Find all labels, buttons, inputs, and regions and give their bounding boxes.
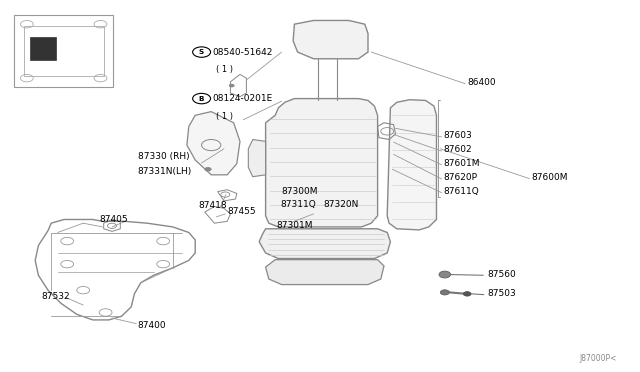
Circle shape bbox=[440, 290, 449, 295]
Text: 87331N(LH): 87331N(LH) bbox=[138, 167, 192, 176]
Bar bbox=[278, 187, 371, 215]
Text: 08124-0201E: 08124-0201E bbox=[212, 94, 273, 103]
Text: 87602: 87602 bbox=[444, 145, 472, 154]
Polygon shape bbox=[266, 99, 378, 227]
Text: S: S bbox=[199, 49, 204, 55]
Text: 87455: 87455 bbox=[228, 207, 257, 216]
Circle shape bbox=[229, 84, 234, 87]
Polygon shape bbox=[259, 229, 390, 259]
Text: 86400: 86400 bbox=[467, 78, 496, 87]
Text: 87300M: 87300M bbox=[282, 187, 318, 196]
Text: J87000P<: J87000P< bbox=[579, 355, 616, 363]
Text: 87560: 87560 bbox=[488, 270, 516, 279]
Circle shape bbox=[439, 271, 451, 278]
Text: 87418: 87418 bbox=[198, 201, 227, 210]
Text: 87603: 87603 bbox=[444, 131, 472, 140]
Text: ( 1 ): ( 1 ) bbox=[216, 112, 234, 121]
Text: 87311Q: 87311Q bbox=[280, 200, 316, 209]
Text: 87503: 87503 bbox=[488, 289, 516, 298]
Polygon shape bbox=[266, 260, 384, 285]
Text: 87405: 87405 bbox=[99, 215, 128, 224]
Polygon shape bbox=[293, 20, 368, 59]
Text: 87600M: 87600M bbox=[531, 173, 568, 182]
Text: B: B bbox=[199, 96, 204, 102]
Text: ( 1 ): ( 1 ) bbox=[216, 65, 234, 74]
Text: 87532: 87532 bbox=[42, 292, 70, 301]
Text: 08540-51642: 08540-51642 bbox=[212, 48, 273, 57]
Circle shape bbox=[463, 292, 471, 296]
Text: 87320N: 87320N bbox=[323, 200, 358, 209]
Circle shape bbox=[205, 167, 211, 171]
Text: 87330 (RH): 87330 (RH) bbox=[138, 152, 189, 161]
Text: 87620P: 87620P bbox=[444, 173, 477, 182]
Text: 87301M: 87301M bbox=[276, 221, 313, 230]
Polygon shape bbox=[187, 112, 240, 175]
Text: 87400: 87400 bbox=[138, 321, 166, 330]
Polygon shape bbox=[248, 140, 266, 177]
Text: 87611Q: 87611Q bbox=[444, 187, 479, 196]
Polygon shape bbox=[387, 100, 436, 230]
Bar bbox=[30, 37, 56, 60]
Bar bbox=[14, 15, 113, 87]
Text: 87601M: 87601M bbox=[444, 159, 480, 168]
